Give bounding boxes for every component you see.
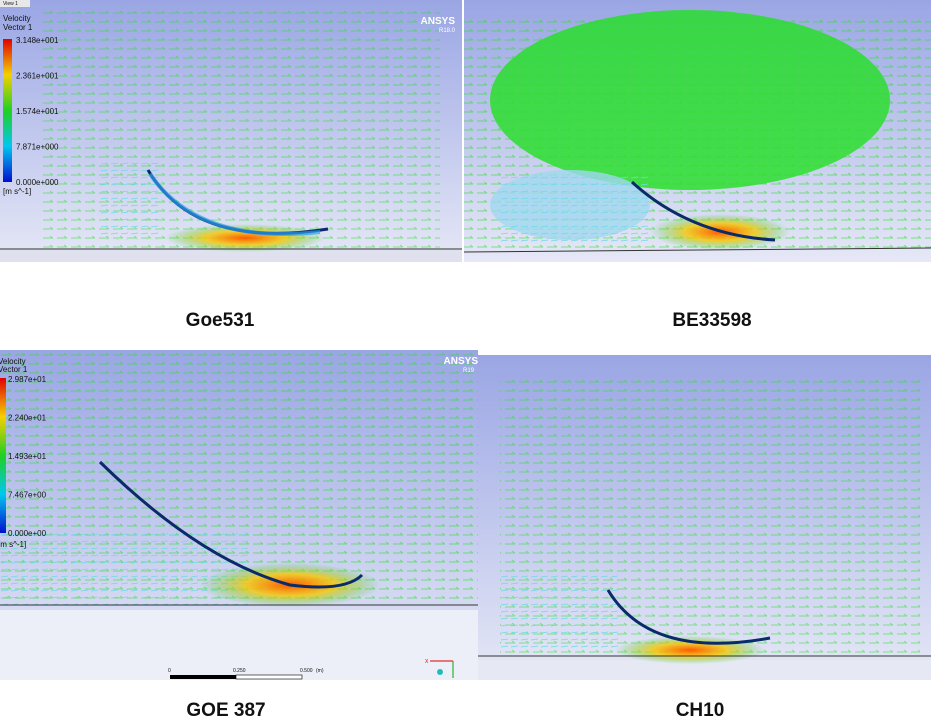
panel-3: Velocity Vector 1 2.987e+01 2.240e+01 1.49… [0,350,478,680]
legend-subtitle: Vector 1 [0,365,28,374]
caption: BE33598 [672,310,751,331]
legend-label: 2.987e+01 [8,375,47,384]
legend-label: 0.000e+000 [16,178,59,187]
brand: ANSYS [444,356,479,367]
legend-label: 7.467e+00 [8,491,47,500]
scale-label: (m) [316,668,324,674]
version: R18.0 [439,28,456,34]
caption: CH10 [676,700,725,720]
axis-label: X [425,659,429,665]
panel-2 [464,0,931,262]
legend-unit: [m s^-1] [3,187,31,196]
scale-labels: 0 0.250 0.500 (m) [168,668,324,674]
legend-label: 1.574e+001 [16,107,59,116]
brand: ANSYS [421,16,456,27]
legend-labels: 2.987e+01 2.240e+01 1.493e+01 7.467e+00 0.00… [8,375,47,538]
panel-1: View 1 Velocity Vector 1 3.148e+001 2.361… [0,0,462,262]
legend-label: 2.240e+01 [8,414,47,423]
scale-label: 0.500 [300,668,313,674]
legend-title: Velocity [0,357,26,366]
legend-label: 2.361e+001 [16,72,59,81]
scale-label: 0 [168,668,171,674]
caption: Goe531 [186,310,255,331]
legend-title: Velocity [3,14,31,23]
legend-unit: [m s^-1] [0,540,26,549]
version: R19 [463,368,475,374]
legend-label: 7.871e+000 [16,143,59,152]
legend-subtitle: Vector 1 [3,23,33,32]
legend-label: 0.000e+00 [8,529,47,538]
view-label: View 1 [3,1,18,7]
scale-label: 0.250 [233,668,246,674]
legend-label: 3.148e+001 [16,36,59,45]
legend-labels: 3.148e+001 2.361e+001 1.574e+001 7.871e+000… [16,36,59,187]
caption: GOE 387 [186,700,265,720]
legend-label: 1.493e+01 [8,452,47,461]
panel-4 [478,355,931,680]
